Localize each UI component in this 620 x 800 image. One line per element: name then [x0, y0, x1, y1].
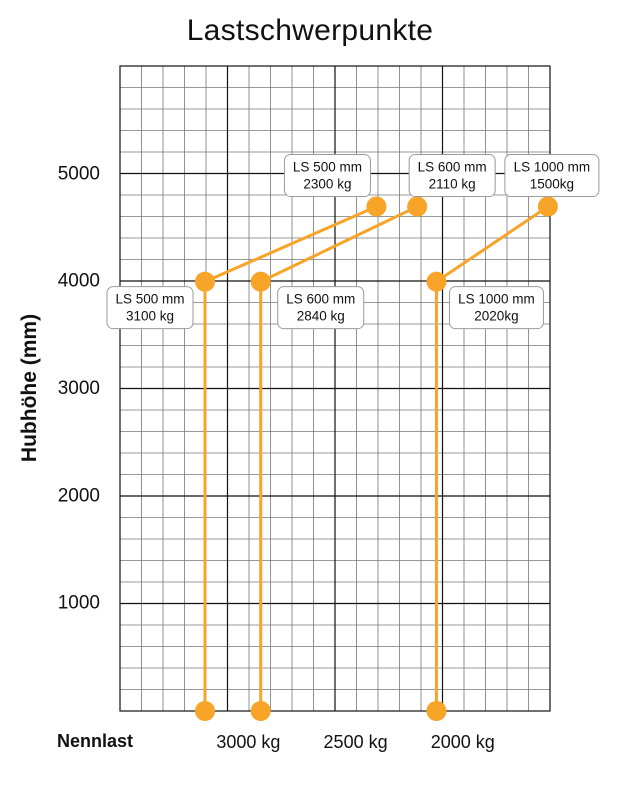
y-tick-label: 5000 [58, 163, 100, 184]
point-callout: LS 500 mm 2300 kg [283, 154, 371, 198]
callout-text: LS 600 mm [286, 292, 355, 307]
callout-box [283, 154, 371, 198]
callout-text: LS 500 mm [293, 160, 362, 175]
callout-text: 2300 kg [303, 177, 351, 192]
callout-text: 2020kg [474, 309, 518, 324]
data-point [407, 196, 428, 217]
point-callout: LS 500 mm 3100 kg [106, 286, 194, 330]
data-point [537, 196, 558, 217]
callout-box [106, 286, 194, 330]
callout-text: 2840 kg [297, 309, 345, 324]
chart-title: Lastschwerpunkte [186, 14, 434, 47]
point-callout: LS 1000 mm 2020kg [448, 286, 544, 330]
callout-box [448, 286, 544, 330]
point-callout: LS 600 mm 2840 kg [277, 286, 365, 330]
series-lines [195, 196, 558, 721]
x-tick-labels: 3000 kg 2500 kg 2000 kg [216, 732, 494, 752]
data-point [195, 701, 215, 721]
callout-box [504, 154, 600, 198]
callout-text: 2110 kg [429, 177, 476, 192]
x-tick-label: 2000 kg [431, 732, 495, 752]
callout-text: LS 1000 mm [458, 292, 535, 307]
data-point [195, 271, 215, 292]
y-tick-label: 1000 [58, 593, 100, 614]
data-point [426, 701, 447, 721]
data-point [366, 196, 387, 217]
x-axis-label: Nennlast [57, 731, 134, 751]
x-tick-label: 3000 kg [216, 732, 280, 752]
callout-text: LS 500 mm [115, 292, 184, 307]
plot-border [119, 65, 551, 712]
callouts: LS 500 mm 3100 kg LS 500 mm 2300 kg LS 600 m… [106, 154, 600, 330]
point-callout: LS 1000 mm 1500kg [504, 154, 600, 198]
data-point [250, 271, 271, 292]
data-point [426, 271, 447, 292]
y-tick-label: 4000 [58, 271, 100, 292]
callout-text: 1500kg [530, 177, 574, 192]
y-tick-label: 2000 [58, 485, 100, 506]
callout-text: LS 600 mm [418, 160, 487, 175]
callout-text: LS 1000 mm [514, 160, 591, 175]
callout-text: 3100 kg [126, 309, 174, 324]
x-tick-label: 2500 kg [324, 732, 388, 752]
callout-box [277, 286, 365, 330]
y-tick-labels: 1000 2000 3000 4000 5000 [58, 163, 100, 613]
y-tick-label: 3000 [58, 378, 100, 399]
callout-box [408, 154, 496, 198]
data-point [250, 701, 271, 721]
point-callout: LS 600 mm 2110 kg [408, 154, 496, 198]
